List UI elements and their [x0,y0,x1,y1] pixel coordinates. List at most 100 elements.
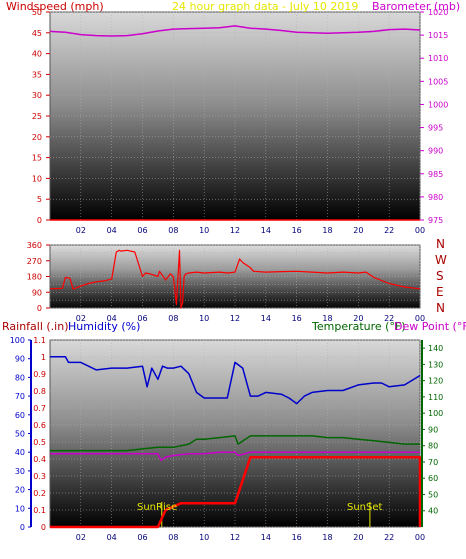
windspeed-y-tick-label: 5 [37,195,42,204]
rainfall-y-tick-label: 1.1 [33,336,46,345]
panel1-x-tick-label: 18 [322,226,332,235]
wind-direction-line [49,249,421,309]
direction-y-tick-label: 180 [27,273,42,282]
panel3-x-tick-label: 06 [137,533,147,542]
windspeed-y-tick-label: 10 [32,174,42,183]
humidity-y-tick-label: 90 [15,355,25,364]
temperature-y-tick-label: 130 [428,360,443,369]
direction-letter-n-bottom: N [436,301,445,315]
panel3-x-tick-label: 04 [107,533,117,542]
humidity-y-tick-label: 60 [15,411,25,420]
panel1-x-tick-label: 20 [353,226,363,235]
rainfall-axis-label: Rainfall (.in) [2,320,69,333]
rainfall-y-tick-label: 0.5 [33,438,46,447]
temperature-y-tick-label: 100 [428,409,443,418]
direction-letter-s: S [436,269,444,283]
panel1-x-tick-label: 02 [76,226,86,235]
windspeed-y-tick-label: 15 [32,154,42,163]
windspeed-y-tick-label: 25 [32,112,42,121]
windspeed-y-tick-label: 20 [32,133,42,142]
panel3-x-tick-label: 02 [76,533,86,542]
windspeed-y-tick-label: 0 [37,216,42,225]
sunrise-label: SunRise [137,502,178,513]
panel3-x-tick-label: 16 [292,533,302,542]
panel2-x-tick-label: 06 [137,314,147,323]
windspeed-axis-label: Windspeed (mph) [6,0,104,13]
humidity-y-tick-label: 50 [15,430,25,439]
temperature-axis-label: Temperature (°F) [312,320,406,333]
humidity-y-tick-label: 80 [15,373,25,382]
rainfall-line [50,456,422,529]
rainfall-y-tick-label: 0.4 [33,455,46,464]
panel2-x-tick-label: 18 [322,314,332,323]
direction-letter-n-top: N [436,237,445,251]
temperature-y-tick-label: 50 [428,490,438,499]
barometer-y-tick-label: 985 [428,170,443,179]
barometer-y-tick-label: 975 [428,216,443,225]
panel3-x-tick-label: 20 [353,533,363,542]
rainfall-y-tick-label: 0.3 [33,472,46,481]
windspeed-y-tick-label: 45 [32,29,42,38]
panel2-x-tick-label: 02 [76,314,86,323]
barometer-y-tick-label: 980 [428,193,443,202]
windspeed-y-tick-label: 50 [32,8,42,17]
panel3-x-tick-label: 08 [168,533,178,542]
barometer-line [49,25,421,37]
panel3-x-tick-label: 14 [261,533,271,542]
direction-y-tick-label: 0 [37,304,42,313]
temperature-y-tick-label: 80 [428,442,438,451]
barometer-y-tick-label: 1000 [428,100,448,109]
barometer-y-tick-label: 1005 [428,77,448,86]
temperature-y-tick-label: 60 [428,474,438,483]
direction-y-tick-label: 90 [32,288,42,297]
panel1-x-tick-label: 00 [415,226,425,235]
humidity-y-tick-label: 30 [15,467,25,476]
panel2-x-tick-label: 12 [230,314,240,323]
temperature-y-tick-label: 70 [428,458,438,467]
humidity-y-tick-label: 100 [10,336,25,345]
windspeed-y-tick-label: 40 [32,50,42,59]
temperature-y-tick-label: 90 [428,425,438,434]
rainfall-y-tick-label: 0.9 [33,370,46,379]
temperature-y-tick-label: 120 [428,377,443,386]
graph-title: 24 hour graph data - July 10 2019 [172,0,359,13]
panel2-x-tick-label: 16 [292,314,302,323]
humidity-y-tick-label: 40 [15,448,25,457]
barometer-axis-label: Barometer (mb) [372,0,461,13]
direction-letter-w: W [435,253,447,267]
windspeed-y-tick-label: 35 [32,70,42,79]
direction-y-tick-label: 270 [27,257,42,266]
panel2-x-tick-label: 22 [384,314,394,323]
sunset-label: SunSet [347,502,383,513]
panel3-x-tick-label: 00 [415,533,425,542]
rainfall-y-tick-label: 0.7 [33,404,46,413]
humidity-y-tick-label: 20 [15,486,25,495]
rainfall-y-tick-label: 1 [41,353,46,362]
dewpoint-line [50,451,420,462]
humidity-y-tick-label: 70 [15,392,25,401]
panel3-x-tick-label: 12 [230,533,240,542]
temperature-y-tick-label: 40 [428,507,438,516]
panel1-x-tick-label: 08 [168,226,178,235]
barometer-y-tick-label: 1020 [428,8,448,17]
panel2-x-tick-label: 10 [199,314,209,323]
panel2-x-tick-label: 00 [415,314,425,323]
panel1-x-tick-label: 12 [230,226,240,235]
rainfall-y-tick-label: 0.2 [33,489,46,498]
panel3-x-tick-label: 10 [199,533,209,542]
rainfall-y-tick-label: 0.8 [33,387,46,396]
panel1-x-tick-label: 16 [292,226,302,235]
panel3-x-tick-label: 22 [384,533,394,542]
dewpoint-axis-label: Dew Point (°F) [394,320,466,333]
panel1-x-tick-label: 14 [261,226,271,235]
temperature-y-tick-label: 110 [428,393,443,402]
rainfall-y-tick-label: 0.6 [33,421,46,430]
temperature-line [50,435,420,452]
direction-letter-e: E [436,285,444,299]
barometer-y-tick-label: 990 [428,147,443,156]
humidity-axis-label: Humidity (%) [68,320,141,333]
temperature-y-tick-label: 140 [428,344,443,353]
barometer-y-tick-label: 1010 [428,54,448,63]
